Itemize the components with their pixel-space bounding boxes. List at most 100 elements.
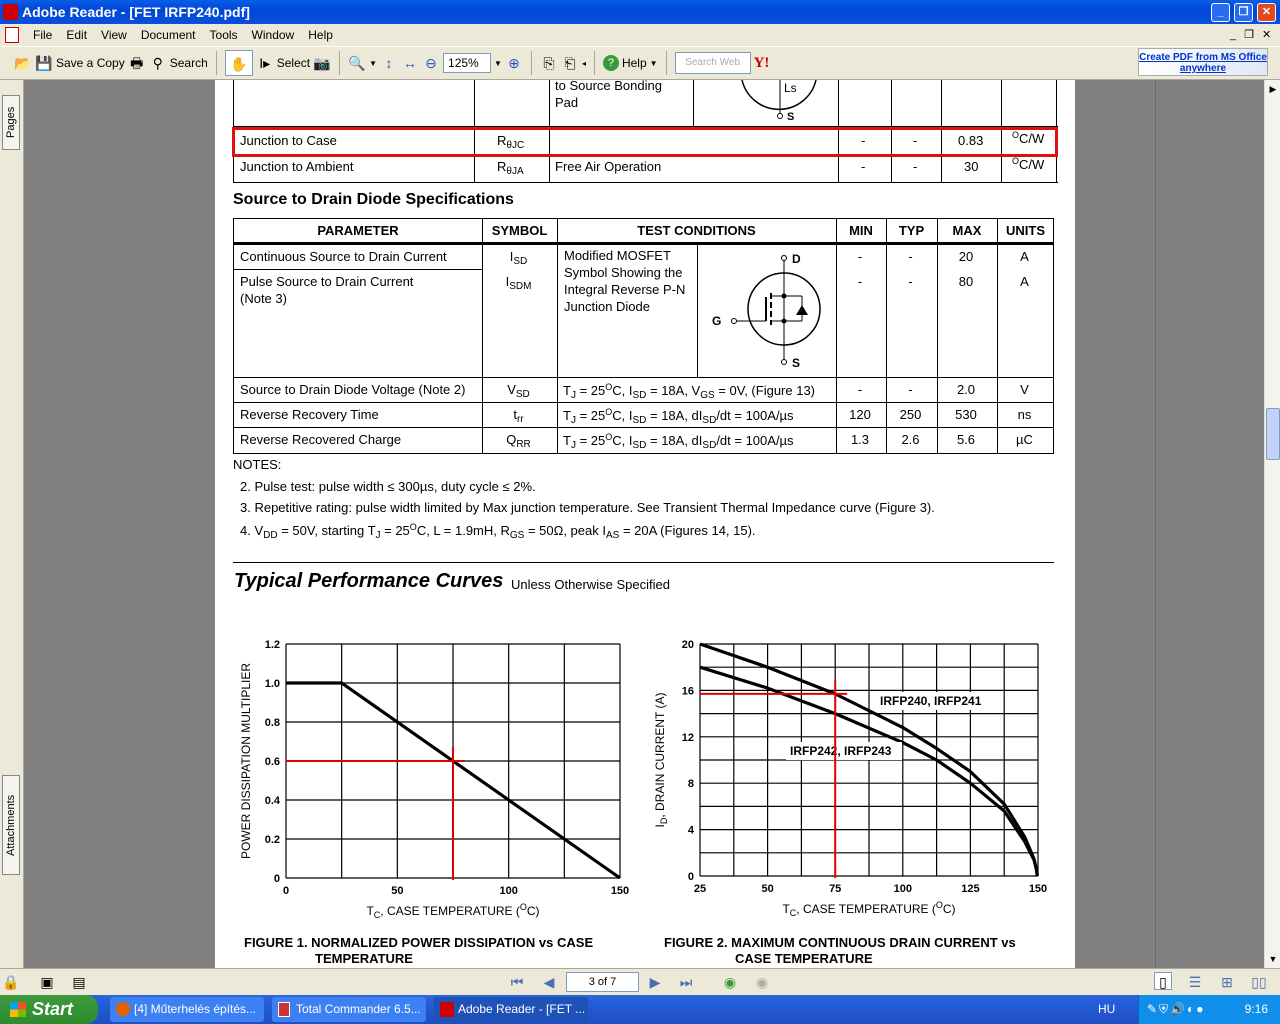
x-tick-label: 50 bbox=[391, 885, 403, 897]
minimize-button[interactable]: _ bbox=[1211, 3, 1230, 22]
s-label: S bbox=[787, 111, 794, 123]
zoom-in-icon[interactable]: ⊕ bbox=[508, 55, 520, 71]
row-min: 120 bbox=[849, 407, 871, 422]
header-min: MIN bbox=[849, 223, 873, 238]
series-line bbox=[286, 681, 621, 880]
single-page-icon[interactable]: ▤ bbox=[72, 974, 86, 990]
status-bar: 🔒 ▣ ▤ ⏮ ◀ 3 of 7 ▶ ⏭ ◉ ◉ ▯ ☰ ⊞ ▯▯ bbox=[0, 968, 1280, 995]
binoculars-icon[interactable]: ⚲ bbox=[152, 55, 163, 71]
drain-label: D bbox=[792, 252, 801, 266]
x-axis-label: TC, CASE TEMPERATURE (OC) bbox=[366, 902, 539, 920]
row-parameter: Pulse Source to Drain Current (Note 3) bbox=[240, 274, 414, 306]
ls-label: Ls bbox=[784, 81, 797, 95]
attachments-tab[interactable]: Attachments bbox=[2, 775, 20, 875]
header-typ: TYP bbox=[898, 223, 925, 238]
menu-tools[interactable]: Tools bbox=[209, 28, 238, 42]
taskbar-item-firefox[interactable]: [4] Műterhelés építés... bbox=[110, 997, 264, 1022]
search-button[interactable]: Search bbox=[169, 56, 208, 70]
create-pdf-promo-link[interactable]: Create PDF from MS Office anywhere bbox=[1138, 48, 1268, 76]
rotate-ccw-icon[interactable]: ⎘ bbox=[543, 55, 555, 71]
row-typ: - bbox=[908, 274, 913, 289]
tray-icons[interactable]: ✎⛨🔊◐● bbox=[1147, 1002, 1206, 1016]
document-window-controls[interactable]: _❐✕ bbox=[1230, 29, 1280, 41]
chevron-down-icon[interactable]: ▼ bbox=[369, 58, 378, 68]
help-button[interactable]: Help bbox=[621, 56, 647, 70]
menu-help[interactable]: Help bbox=[308, 28, 333, 42]
figure-1-caption-cont: TEMPERATURE bbox=[315, 951, 413, 966]
row-units: OC/W bbox=[1012, 156, 1045, 172]
fit-page-icon[interactable]: ↕ bbox=[385, 55, 393, 71]
zoom-level-input[interactable]: 125% bbox=[443, 53, 492, 73]
menu-view[interactable]: View bbox=[101, 28, 127, 42]
next-page-icon[interactable]: ▶ bbox=[649, 974, 661, 990]
shared-test-conditions: Modified MOSFET Symbol Showing the Integ… bbox=[564, 248, 686, 314]
print-icon[interactable]: 🖶 bbox=[130, 55, 144, 71]
last-page-icon[interactable]: ⏭ bbox=[679, 974, 693, 990]
mosfet-circle-arc bbox=[741, 80, 817, 111]
restore-button[interactable]: ❐ bbox=[1234, 3, 1253, 22]
menu-document[interactable]: Document bbox=[140, 28, 196, 42]
toolbar: 📂 💾 Save a Copy 🖶 ⚲ Search ✋ I▸ Select 📷… bbox=[0, 46, 1280, 80]
help-icon[interactable]: ? bbox=[602, 55, 619, 71]
language-indicator[interactable]: HU bbox=[1098, 1002, 1116, 1016]
mosfet-diode-symbol: D G S bbox=[712, 252, 821, 370]
hand-tool-icon[interactable]: ✋ bbox=[224, 50, 253, 76]
fit-width-icon[interactable]: ↔ bbox=[403, 55, 418, 71]
page-number-input[interactable]: 3 of 7 bbox=[566, 972, 639, 992]
row-min: - bbox=[857, 382, 863, 397]
zoom-out-icon[interactable]: ⊖ bbox=[425, 55, 437, 71]
save-icon[interactable]: 💾 bbox=[35, 55, 53, 71]
single-page-layout-icon[interactable]: ▯ bbox=[1154, 972, 1172, 990]
zoom-in-tool-icon[interactable]: 🔍 bbox=[348, 55, 366, 71]
search-web-input[interactable]: Search Web bbox=[674, 52, 751, 74]
continuous-facing-layout-icon[interactable]: ▯▯ bbox=[1251, 974, 1267, 990]
taskbar-item-total-commander[interactable]: Total Commander 6.5... bbox=[272, 997, 426, 1022]
start-button[interactable]: Start bbox=[0, 995, 98, 1024]
diode-table: PARAMETER SYMBOL TEST CONDITIONS MIN TYP… bbox=[233, 218, 1054, 454]
scrollbar-thumb[interactable] bbox=[1266, 408, 1280, 460]
zoom-dropdown-icon[interactable]: ▼ bbox=[494, 58, 502, 68]
figure-2-caption-cont: CASE TEMPERATURE bbox=[735, 951, 873, 966]
pages-view-icon[interactable]: ▣ bbox=[40, 974, 54, 990]
row-min: - bbox=[857, 274, 863, 289]
menu-edit[interactable]: Edit bbox=[66, 28, 88, 42]
y-tick-label: 4 bbox=[688, 825, 695, 837]
row-symbol: ISD bbox=[509, 249, 528, 267]
select-tool-button[interactable]: Select bbox=[276, 56, 311, 70]
open-folder-icon[interactable]: 📂 bbox=[14, 55, 32, 71]
row-units: µC bbox=[1016, 432, 1033, 447]
y-axis-label: POWER DISSIPATION MULTIPLIER bbox=[239, 663, 253, 859]
row-symbol: ISDM bbox=[505, 274, 532, 292]
rotate-cw-icon[interactable]: ⎗ bbox=[564, 55, 576, 71]
first-page-icon[interactable]: ⏮ bbox=[510, 974, 524, 990]
yahoo-logo-button[interactable]: Y! bbox=[753, 54, 770, 71]
x-tick-label: 50 bbox=[761, 883, 773, 895]
header-test-conditions: TEST CONDITIONS bbox=[637, 223, 756, 238]
windows-logo-icon bbox=[10, 1002, 26, 1017]
header-symbol: SYMBOL bbox=[491, 223, 548, 238]
continuous-layout-icon[interactable]: ☰ bbox=[1188, 974, 1202, 990]
scroll-right-arrow-icon[interactable]: ▶ bbox=[1269, 84, 1277, 94]
save-copy-button[interactable]: Save a Copy bbox=[56, 56, 125, 70]
help-dropdown-icon[interactable]: ▼ bbox=[649, 58, 658, 68]
title-bar: Adobe Reader - [FET IRFP240.pdf] _ ❐ ✕ bbox=[0, 0, 1280, 24]
x-tick-label: 0 bbox=[283, 885, 289, 897]
facing-layout-icon[interactable]: ⊞ bbox=[1221, 974, 1233, 990]
snapshot-camera-icon[interactable]: 📷 bbox=[313, 55, 331, 71]
select-cursor-icon[interactable]: I▸ bbox=[259, 55, 271, 71]
go-forward-icon[interactable]: ◉ bbox=[755, 974, 769, 990]
menu-file[interactable]: File bbox=[33, 28, 53, 42]
close-button[interactable]: ✕ bbox=[1257, 3, 1276, 22]
thermal-table: to Source Bonding Pad Ls S Junction to C… bbox=[232, 78, 1058, 183]
previous-page-icon[interactable]: ◀ bbox=[543, 974, 555, 990]
row-typ: 2.6 bbox=[901, 432, 920, 447]
taskbar-item-adobe-reader[interactable]: Adobe Reader - [FET ... bbox=[434, 997, 588, 1022]
menu-window[interactable]: Window bbox=[251, 28, 295, 42]
series-label-background bbox=[786, 742, 902, 760]
more-tools-icon[interactable]: ◂ bbox=[581, 58, 586, 68]
scroll-down-arrow-icon[interactable]: ▼ bbox=[1268, 954, 1278, 964]
vertical-scrollbar[interactable]: ▶ ▼ bbox=[1264, 80, 1280, 968]
row-typ: - bbox=[913, 159, 918, 174]
pages-tab[interactable]: Pages bbox=[2, 95, 20, 150]
go-back-icon[interactable]: ◉ bbox=[723, 974, 737, 990]
